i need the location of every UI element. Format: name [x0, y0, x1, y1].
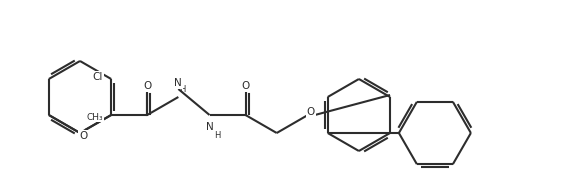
Text: O: O: [143, 81, 151, 91]
Text: Cl: Cl: [93, 72, 103, 82]
Text: N: N: [206, 122, 213, 132]
Text: H: H: [214, 131, 221, 140]
Text: CH₃: CH₃: [87, 113, 103, 122]
Text: H: H: [179, 84, 186, 94]
Text: O: O: [242, 81, 250, 91]
Text: N: N: [174, 78, 182, 88]
Text: O: O: [79, 131, 87, 141]
Text: O: O: [307, 107, 315, 117]
